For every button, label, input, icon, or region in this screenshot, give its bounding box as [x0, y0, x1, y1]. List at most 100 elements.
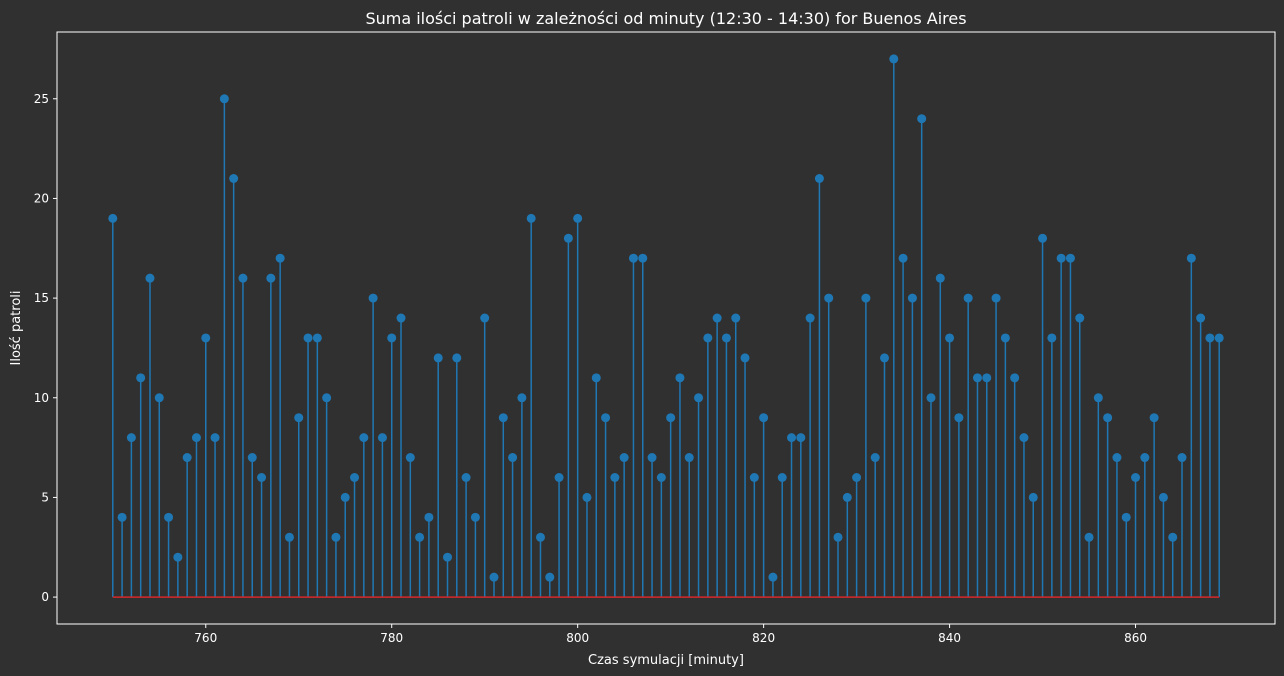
data-point [1047, 333, 1057, 343]
data-point [359, 433, 369, 443]
data-point [164, 512, 174, 522]
data-point [117, 512, 127, 522]
data-point [1038, 233, 1048, 243]
x-axis: 760 780 800 820 840 860 [194, 624, 1147, 645]
data-point [898, 253, 908, 263]
data-point [656, 472, 666, 482]
data-point [480, 313, 490, 323]
x-tick-label: 780 [380, 631, 403, 645]
data-point [266, 273, 276, 283]
data-point [145, 273, 155, 283]
data-point [1177, 453, 1187, 463]
data-point [470, 512, 480, 522]
data-point [275, 253, 285, 263]
data-point [1075, 313, 1085, 323]
data-point [749, 472, 759, 482]
data-point [842, 492, 852, 502]
data-point [452, 353, 462, 363]
data-point [508, 453, 518, 463]
y-tick-label: 0 [41, 590, 49, 604]
y-tick-label: 10 [34, 391, 49, 405]
data-point [405, 453, 415, 463]
data-point [1158, 492, 1168, 502]
data-point [191, 433, 201, 443]
x-tick-label: 840 [938, 631, 961, 645]
data-point [535, 532, 545, 542]
data-point [173, 552, 183, 562]
data-point [433, 353, 443, 363]
data-point [963, 293, 973, 303]
y-tick-label: 15 [34, 291, 49, 305]
data-point [517, 393, 527, 403]
data-point [647, 453, 657, 463]
y-axis-label: Ilość patroli [9, 290, 24, 365]
plot-area [108, 54, 1224, 598]
data-point [387, 333, 397, 343]
data-point [889, 54, 899, 64]
data-point [182, 453, 192, 463]
data-point [312, 333, 322, 343]
x-tick-label: 860 [1124, 631, 1147, 645]
data-point [1028, 492, 1038, 502]
data-point [619, 453, 629, 463]
data-point [833, 532, 843, 542]
data-point [1093, 393, 1103, 403]
data-point [238, 273, 248, 283]
data-point [852, 472, 862, 482]
x-tick-label: 820 [752, 631, 775, 645]
data-point [1121, 512, 1131, 522]
data-point [666, 413, 676, 423]
data-point [777, 472, 787, 482]
data-point [814, 174, 824, 184]
data-point [805, 313, 815, 323]
y-tick-label: 20 [34, 191, 49, 205]
data-point [945, 333, 955, 343]
data-point [229, 174, 239, 184]
data-point [108, 213, 118, 223]
data-point [982, 373, 992, 383]
data-point [861, 293, 871, 303]
data-point [768, 572, 778, 582]
data-point [498, 413, 508, 423]
data-point [1214, 333, 1224, 343]
data-point [694, 393, 704, 403]
data-point [582, 492, 592, 502]
stems-group [112, 58, 1220, 598]
markers-group [108, 54, 1224, 582]
data-point [935, 273, 945, 283]
data-point [322, 393, 332, 403]
data-point [377, 433, 387, 443]
data-point [796, 433, 806, 443]
data-point [759, 413, 769, 423]
data-point [396, 313, 406, 323]
data-point [972, 373, 982, 383]
data-point [247, 453, 257, 463]
data-point [591, 373, 601, 383]
data-point [1131, 472, 1141, 482]
data-point [824, 293, 834, 303]
data-point [870, 453, 880, 463]
data-point [340, 492, 350, 502]
data-point [1000, 333, 1010, 343]
data-point [991, 293, 1001, 303]
data-point [703, 333, 713, 343]
data-point [684, 453, 694, 463]
data-point [331, 532, 341, 542]
data-point [907, 293, 917, 303]
data-point [443, 552, 453, 562]
data-point [601, 413, 611, 423]
data-point [721, 333, 731, 343]
data-point [1019, 433, 1029, 443]
axes-frame [56, 31, 1276, 625]
data-point [1084, 532, 1094, 542]
x-axis-label: Czas symulacji [minuty] [588, 653, 744, 668]
chart-title: Suma ilości patroli w zależności od minu… [365, 9, 966, 28]
data-point [926, 393, 936, 403]
data-point [610, 472, 620, 482]
data-point [303, 333, 313, 343]
data-point [675, 373, 685, 383]
data-point [954, 413, 964, 423]
data-point [201, 333, 211, 343]
data-point [1205, 333, 1215, 343]
data-point [573, 213, 583, 223]
